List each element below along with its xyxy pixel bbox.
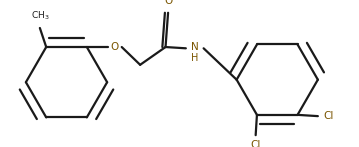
Text: H: H bbox=[191, 54, 199, 64]
Text: O: O bbox=[111, 42, 119, 52]
Text: CH$_3$: CH$_3$ bbox=[31, 10, 49, 22]
Text: Cl: Cl bbox=[251, 140, 261, 147]
Text: O: O bbox=[164, 0, 172, 6]
Text: N: N bbox=[191, 42, 199, 52]
Text: Cl: Cl bbox=[323, 111, 333, 121]
